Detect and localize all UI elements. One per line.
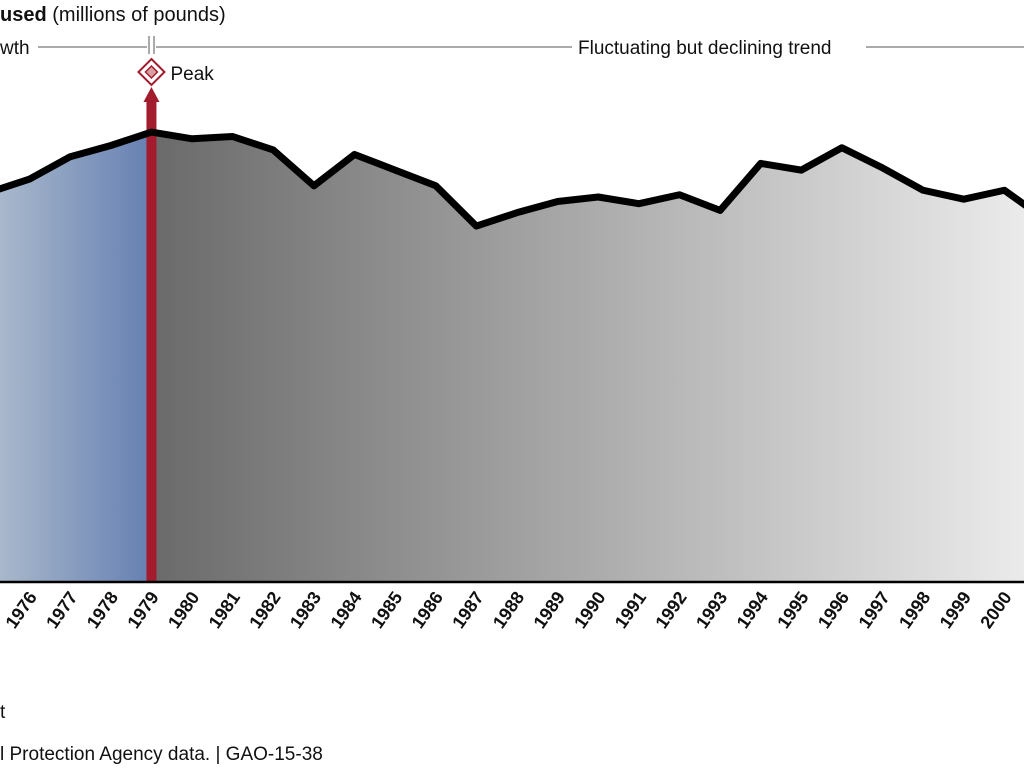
x-tick-label: 1987 [448,588,487,632]
x-tick-label: 1991 [611,588,650,632]
data-point-1987 [475,225,478,228]
data-point-1992 [678,193,681,196]
x-tick-label: 1977 [42,588,81,632]
x-tick-label: 1994 [733,588,772,632]
x-tick-label: 1984 [326,588,365,632]
x-tick-label: 1996 [814,588,853,632]
x-tick-label: 1993 [692,588,731,632]
chart-source: l Protection Agency data. | GAO-15-38 [0,744,323,765]
data-point-1988 [516,211,518,214]
data-point-1998 [922,189,925,192]
data-point-1979 [150,131,153,134]
peak-diamond-icon [137,57,166,87]
x-tick-label: 1986 [408,588,447,632]
phase-decline-label: Fluctuating but declining trend [578,38,832,59]
x-tick-label: 1997 [854,588,893,632]
x-tick-label: 1998 [895,588,934,632]
x-tick-label: 1990 [570,588,609,632]
chart-title-rest: (millions of pounds) [47,4,226,26]
area-growth [0,132,152,582]
data-point-2000 [1003,189,1006,192]
peak-label: Peak [170,64,214,85]
phase-bar: wth Fluctuating but declining trend [0,36,1024,59]
x-tick-label: 1992 [651,588,690,632]
data-point-1993 [719,209,722,212]
data-point-1984 [353,153,356,156]
x-tick-label: 1985 [367,588,406,632]
x-tick-label: 1999 [936,588,975,632]
data-point-1999 [962,198,965,201]
data-point-1978 [109,144,112,147]
x-tick-label: 1982 [245,588,284,632]
x-tick-label: 1983 [286,588,325,632]
chart-title-bold: used [0,4,47,26]
x-tick-label: 1976 [2,588,41,632]
data-point-1986 [434,184,437,187]
data-point-1997 [881,166,884,169]
data-point-1994 [759,162,762,165]
data-point-1989 [556,200,559,203]
x-tick-label: 1995 [773,588,812,632]
area-decline [151,132,1024,582]
x-tick-label: 1980 [164,588,203,632]
x-tick-label: 1989 [530,588,569,632]
data-point-1977 [69,155,72,158]
phase-growth-label: wth [0,38,30,59]
chart-title: used (millions of pounds) [0,4,226,26]
data-point-1996 [840,146,843,149]
x-tick-label: 2000 [976,588,1015,632]
x-tick-label: 1988 [489,588,528,632]
peak-arrowhead [143,87,160,102]
data-point-1980 [191,137,194,140]
x-tick-label: 1979 [123,588,162,632]
data-point-1976 [28,178,31,181]
x-tick-label: 1978 [83,588,122,632]
chart-note: t [0,702,6,723]
data-point-1981 [231,135,234,138]
x-tick-label: 1981 [205,588,244,632]
data-point-1982 [272,148,275,151]
data-point-1995 [800,169,803,172]
peak-bar [146,100,157,582]
data-point-1983 [312,184,315,187]
data-point-1990 [597,195,600,198]
data-point-1985 [394,169,397,172]
data-point-1991 [637,202,640,205]
